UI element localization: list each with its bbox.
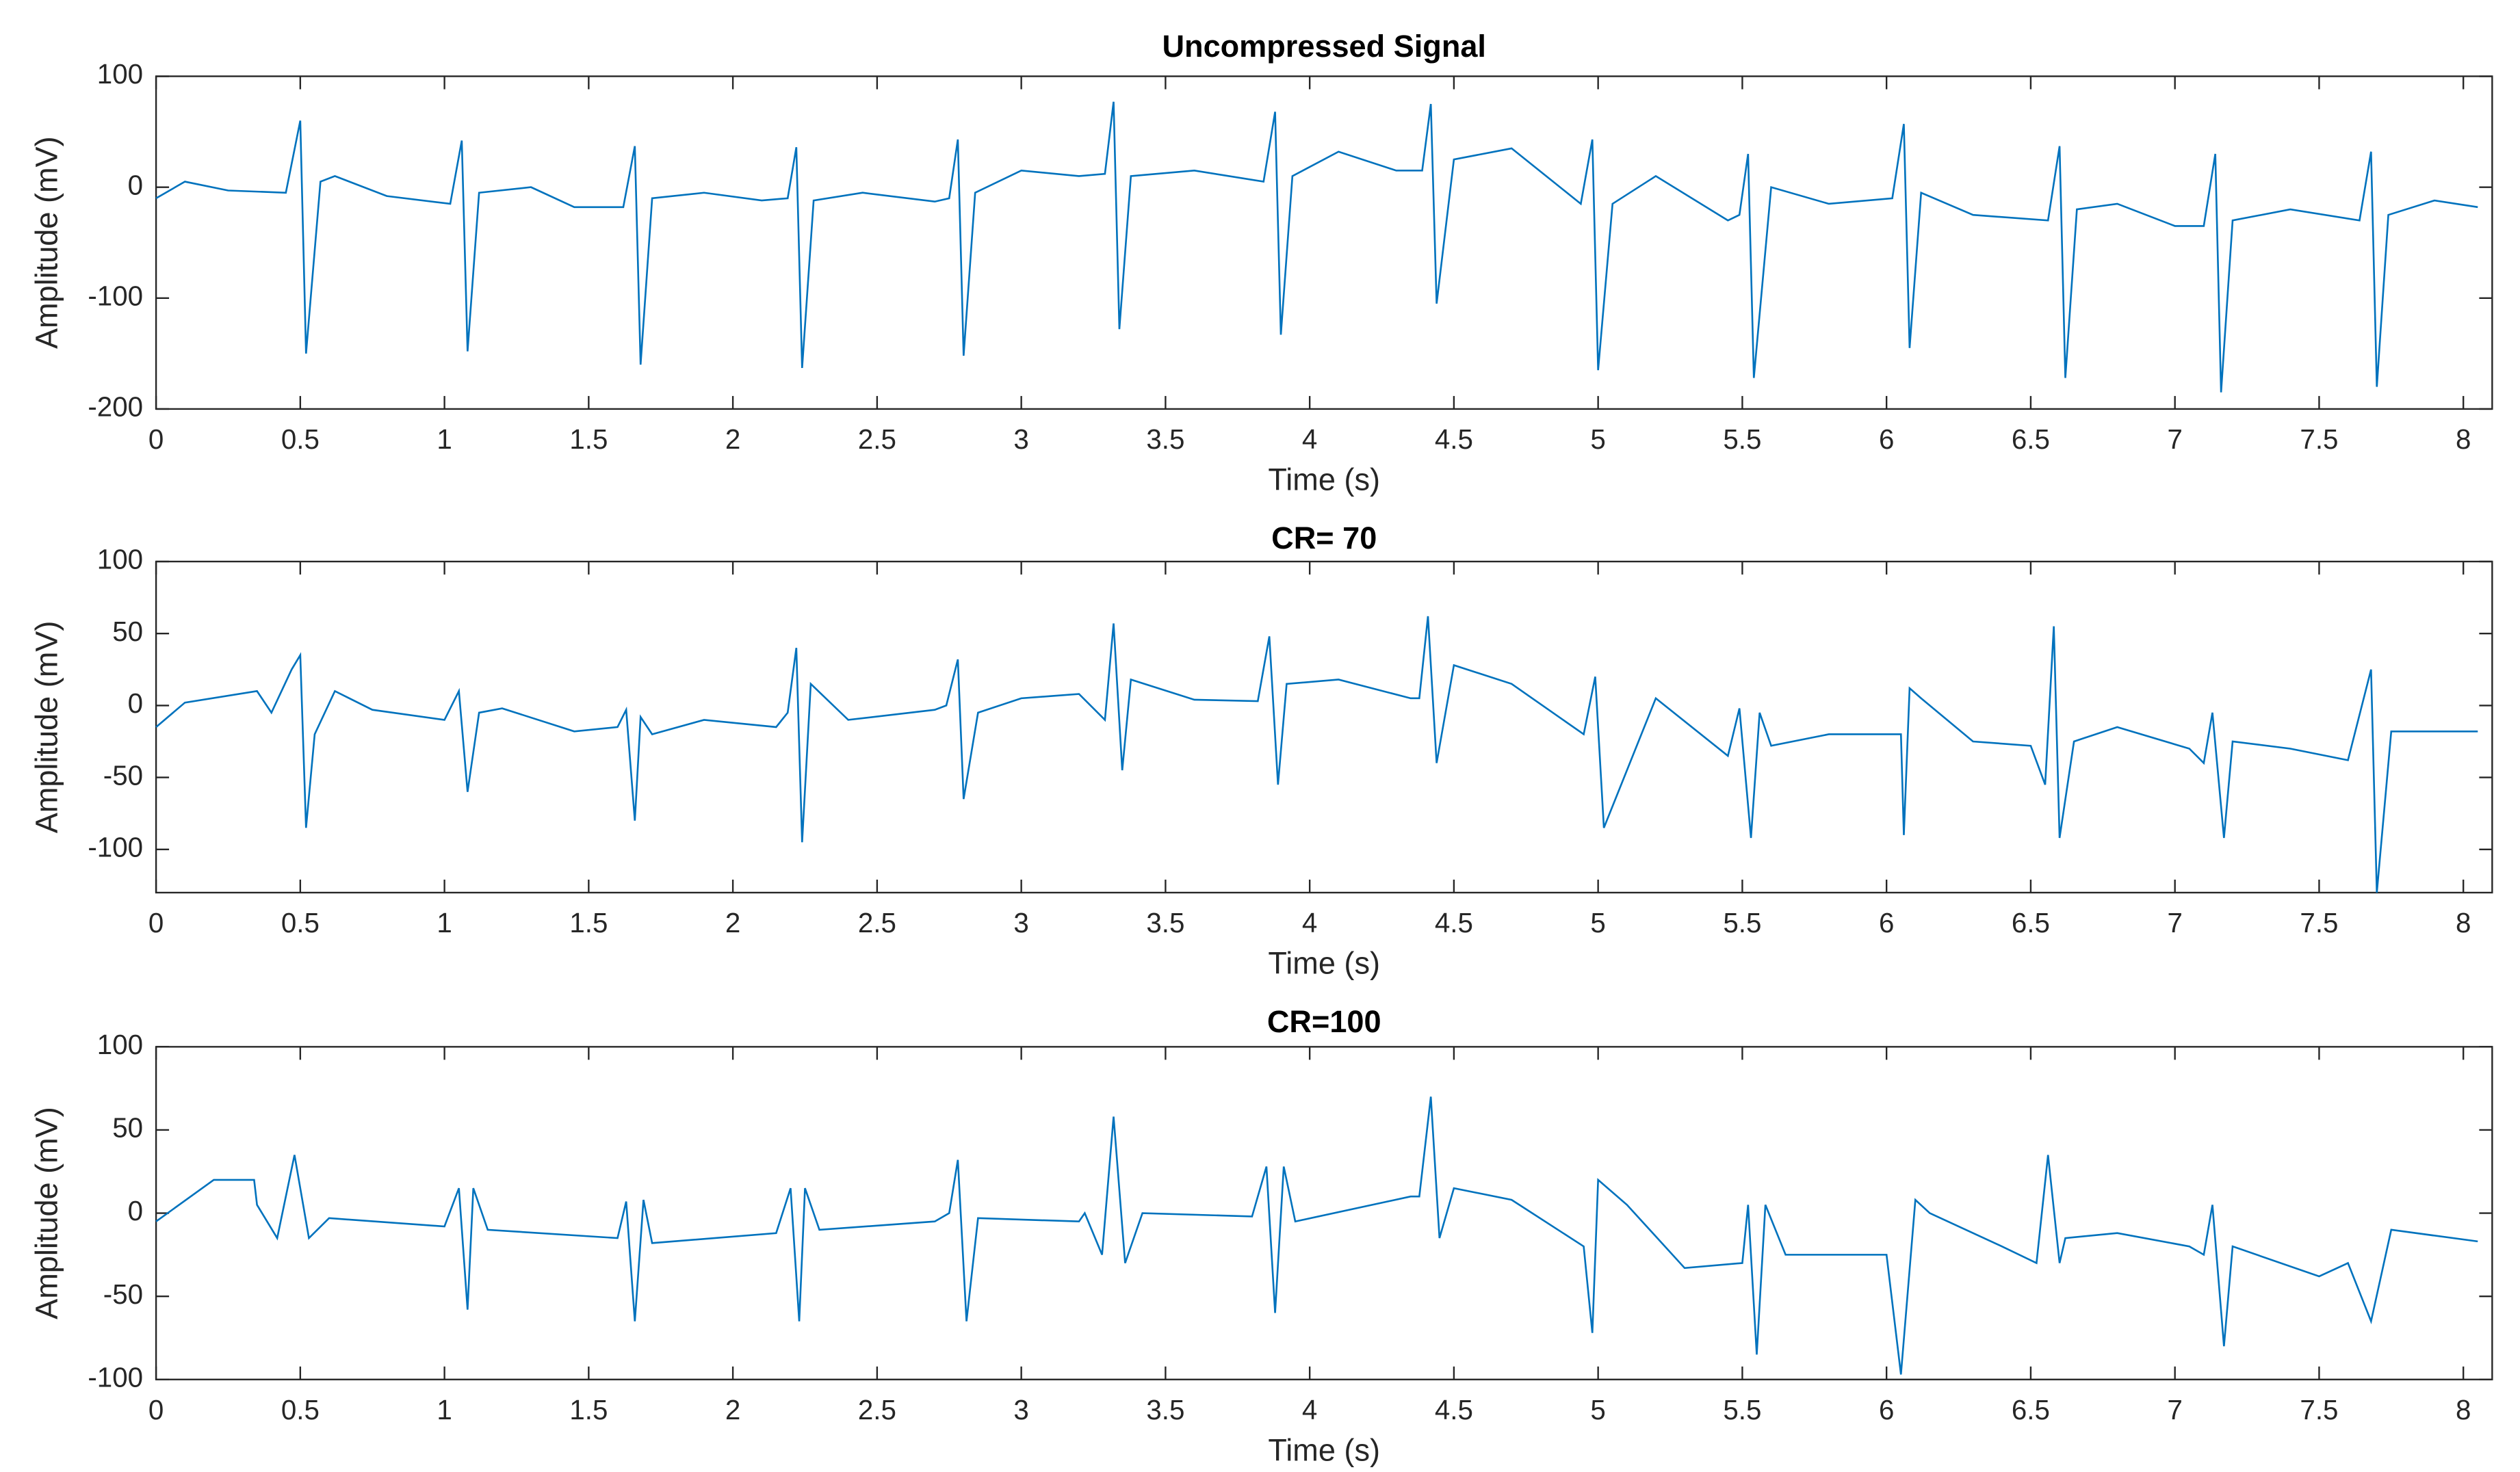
y-tick-label: -100 <box>88 1361 143 1393</box>
x-tick-label: 1.5 <box>569 1394 608 1425</box>
x-tick-label: 3 <box>1013 907 1028 938</box>
x-tick-label: 0 <box>148 1394 164 1425</box>
x-tick-label: 1 <box>437 423 452 455</box>
x-tick-label: 8 <box>2456 423 2471 455</box>
x-tick-label: 6 <box>1879 1394 1894 1425</box>
x-tick-label: 1.5 <box>569 907 608 938</box>
x-tick-label: 3.5 <box>1146 423 1184 455</box>
x-tick-label: 6.5 <box>2012 907 2050 938</box>
x-tick-label: 7.5 <box>2300 1394 2338 1425</box>
y-axis-label: Amplitude (mV) <box>29 136 64 349</box>
y-tick-label: 100 <box>97 58 143 90</box>
chart-title: CR=100 <box>1267 1004 1381 1039</box>
x-tick-label: 8 <box>2456 1394 2471 1425</box>
x-tick-label: 2 <box>725 423 740 455</box>
x-tick-label: 5 <box>1590 423 1605 455</box>
x-tick-label: 7 <box>2167 423 2182 455</box>
y-tick-label: 100 <box>97 544 143 575</box>
x-tick-label: 4 <box>1302 907 1317 938</box>
x-tick-label: 2.5 <box>858 907 896 938</box>
x-tick-label: 5.5 <box>1723 907 1761 938</box>
x-tick-label: 1 <box>437 1394 452 1425</box>
x-tick-label: 4.5 <box>1435 423 1473 455</box>
y-tick-label: -100 <box>88 280 143 311</box>
y-tick-label: 0 <box>128 687 143 719</box>
y-tick-label: 50 <box>112 1112 143 1144</box>
x-axis-label: Time (s) <box>1268 1432 1380 1467</box>
y-tick-label: -100 <box>88 831 143 863</box>
x-tick-label: 5 <box>1590 907 1605 938</box>
signal-line <box>155 616 2478 893</box>
x-tick-label: 5.5 <box>1723 423 1761 455</box>
x-tick-label: 0.5 <box>281 907 320 938</box>
x-tick-label: 2.5 <box>858 1394 896 1425</box>
x-axis-label: Time (s) <box>1268 462 1380 497</box>
x-tick-label: 5.5 <box>1723 1394 1761 1425</box>
x-tick-label: 8 <box>2456 907 2471 938</box>
x-tick-label: 3 <box>1013 1394 1028 1425</box>
x-axis-label: Time (s) <box>1268 946 1380 981</box>
x-tick-label: 7 <box>2167 907 2182 938</box>
y-axis-label: Amplitude (mV) <box>29 621 64 834</box>
x-tick-label: 2 <box>725 1394 740 1425</box>
x-tick-label: 7.5 <box>2300 907 2338 938</box>
x-tick-label: 0 <box>148 423 164 455</box>
y-tick-label: -50 <box>103 1278 143 1310</box>
x-tick-label: 7 <box>2167 1394 2182 1425</box>
x-tick-label: 0.5 <box>281 423 320 455</box>
y-tick-label: 0 <box>128 1195 143 1226</box>
x-tick-label: 3 <box>1013 423 1028 455</box>
axes-box <box>155 560 2493 894</box>
chart-title: CR= 70 <box>1271 521 1377 555</box>
x-tick-label: 6.5 <box>2012 423 2050 455</box>
signal-line <box>155 101 2478 393</box>
y-tick-label: 100 <box>97 1029 143 1060</box>
axes-box <box>155 75 2493 410</box>
x-tick-label: 4 <box>1302 423 1317 455</box>
x-tick-label: 0.5 <box>281 1394 320 1425</box>
chart-title: Uncompressed Signal <box>1162 29 1485 64</box>
axes-box <box>155 1046 2493 1380</box>
x-tick-label: 1 <box>437 907 452 938</box>
x-tick-label: 4.5 <box>1435 907 1473 938</box>
x-tick-label: 4.5 <box>1435 1394 1473 1425</box>
x-tick-label: 3.5 <box>1146 907 1184 938</box>
x-tick-label: 3.5 <box>1146 1394 1184 1425</box>
x-tick-label: 2 <box>725 907 740 938</box>
x-tick-label: 6.5 <box>2012 1394 2050 1425</box>
x-tick-label: 1.5 <box>569 423 608 455</box>
x-tick-label: 5 <box>1590 1394 1605 1425</box>
x-tick-label: 7.5 <box>2300 423 2338 455</box>
signal-line <box>155 1096 2478 1375</box>
x-tick-label: 4 <box>1302 1394 1317 1425</box>
y-axis-label: Amplitude (mV) <box>29 1107 64 1319</box>
x-tick-label: 6 <box>1879 423 1894 455</box>
x-tick-label: 2.5 <box>858 423 896 455</box>
y-tick-label: 0 <box>128 169 143 200</box>
y-tick-label: -200 <box>88 391 143 423</box>
y-tick-label: -50 <box>103 759 143 791</box>
y-tick-label: 50 <box>112 616 143 647</box>
x-tick-label: 6 <box>1879 907 1894 938</box>
x-tick-label: 0 <box>148 907 164 938</box>
